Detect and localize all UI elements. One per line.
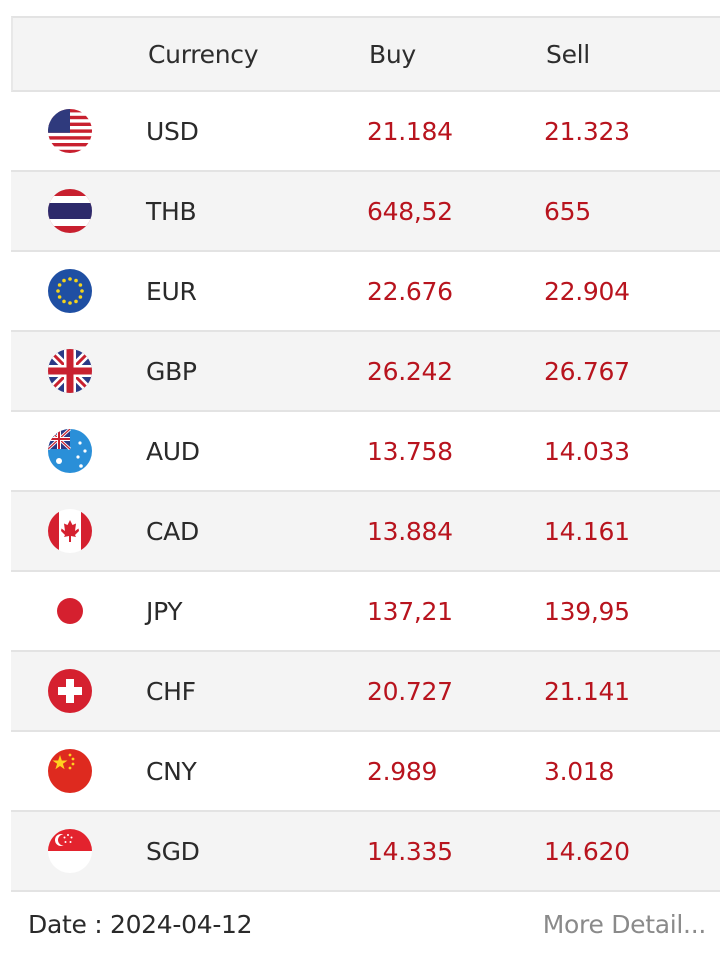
- buy-rate: 26.242: [367, 356, 453, 386]
- table-row: EUR 22.676 22.904: [11, 252, 720, 332]
- sell-rate: 14.161: [544, 516, 630, 546]
- currency-code: AUD: [146, 436, 200, 466]
- exchange-rate-table: Currency Buy Sell USD 21.184 21.323: [11, 16, 720, 892]
- buy-rate: 21.184: [367, 116, 453, 146]
- sell-rate: 21.141: [544, 676, 630, 706]
- sell-rate: 26.767: [544, 356, 630, 386]
- currency-code: EUR: [146, 276, 197, 306]
- currency-code: USD: [146, 116, 199, 146]
- buy-rate: 22.676: [367, 276, 453, 306]
- buy-rate: 2.989: [367, 756, 438, 786]
- buy-rate: 13.884: [367, 516, 453, 546]
- currency-code: SGD: [146, 836, 200, 866]
- buy-rate: 648,52: [367, 196, 453, 226]
- table-row: CNY 2.989 3.018: [11, 732, 720, 812]
- table-row: GBP 26.242 26.767: [11, 332, 720, 412]
- currency-code: CAD: [146, 516, 199, 546]
- currency-code: CHF: [146, 676, 196, 706]
- currency-code: GBP: [146, 356, 197, 386]
- singapore-flag-icon: [48, 829, 92, 873]
- more-detail-link[interactable]: More Detail...: [542, 910, 707, 939]
- eu-flag-icon: [48, 269, 92, 313]
- china-flag-icon: [48, 749, 92, 793]
- table-footer: Date : 2024-04-12 More Detail...: [11, 890, 720, 966]
- rate-date: Date : 2024-04-12: [28, 910, 253, 939]
- header-buy: Buy: [369, 39, 416, 69]
- sell-rate: 22.904: [544, 276, 630, 306]
- buy-rate: 14.335: [367, 836, 453, 866]
- sell-rate: 3.018: [544, 756, 615, 786]
- thailand-flag-icon: [48, 189, 92, 233]
- us-flag-icon: [48, 109, 92, 153]
- table-row: SGD 14.335 14.620: [11, 812, 720, 892]
- table-row: USD 21.184 21.323: [11, 92, 720, 172]
- buy-rate: 137,21: [367, 596, 453, 626]
- table-header: Currency Buy Sell: [11, 16, 720, 92]
- currency-code: JPY: [146, 596, 183, 626]
- switzerland-flag-icon: [48, 669, 92, 713]
- sell-rate: 21.323: [544, 116, 630, 146]
- currency-code: THB: [146, 196, 197, 226]
- sell-rate: 14.033: [544, 436, 630, 466]
- uk-flag-icon: [48, 349, 92, 393]
- sell-rate: 139,95: [544, 596, 630, 626]
- sell-rate: 14.620: [544, 836, 630, 866]
- australia-flag-icon: [48, 429, 92, 473]
- table-row: CHF 20.727 21.141: [11, 652, 720, 732]
- japan-flag-icon: [48, 589, 92, 633]
- canada-flag-icon: [48, 509, 92, 553]
- table-row: JPY 137,21 139,95: [11, 572, 720, 652]
- table-row: THB 648,52 655: [11, 172, 720, 252]
- sell-rate: 655: [544, 196, 591, 226]
- table-row: AUD 13.758 14.033: [11, 412, 720, 492]
- header-currency: Currency: [148, 39, 259, 69]
- currency-code: CNY: [146, 756, 197, 786]
- header-sell: Sell: [546, 39, 590, 69]
- buy-rate: 20.727: [367, 676, 453, 706]
- buy-rate: 13.758: [367, 436, 453, 466]
- table-row: CAD 13.884 14.161: [11, 492, 720, 572]
